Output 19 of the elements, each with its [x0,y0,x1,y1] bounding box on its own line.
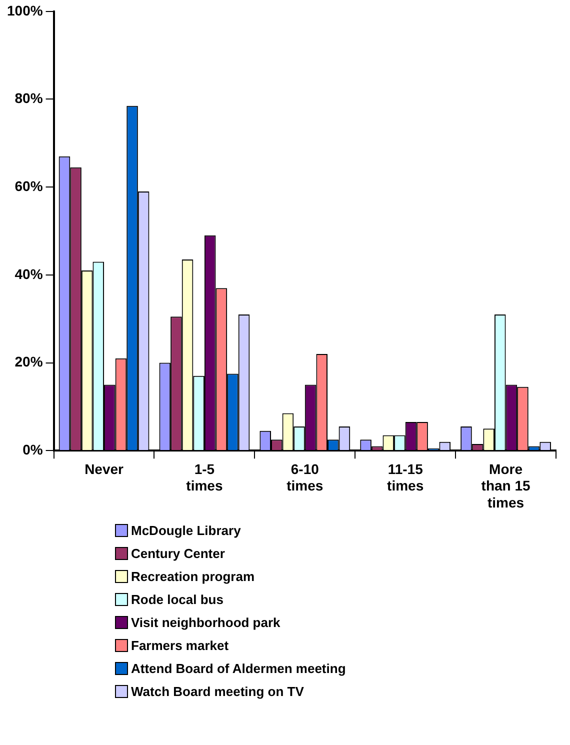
y-tick-label: 80% [14,90,44,106]
legend-label: McDougle Library [131,523,241,538]
y-tick-label: 100% [6,2,44,18]
x-tick-label: 1-5 times [186,460,223,494]
x-tick-label: 11-15 times [387,460,424,494]
legend-label: Century Center [131,546,225,561]
y-tick-label: 20% [14,354,44,370]
legend-label: Visit neighborhood park [131,615,280,630]
y-tick-label: 60% [14,178,44,194]
legend-label: Attend Board of Aldermen meeting [131,661,346,676]
y-tick-label: 40% [14,266,44,282]
legend-label: Watch Board meeting on TV [131,684,304,699]
legend-label: Rode local bus [131,592,224,607]
y-tick-label: 0% [22,441,44,458]
legend-label: Recreation program [131,569,255,584]
legend-label: Farmers market [131,638,229,653]
x-tick-label: 6-10 times [286,460,324,494]
x-tick-label: More than 15 times [481,460,530,510]
x-tick-label: Never [84,460,124,477]
